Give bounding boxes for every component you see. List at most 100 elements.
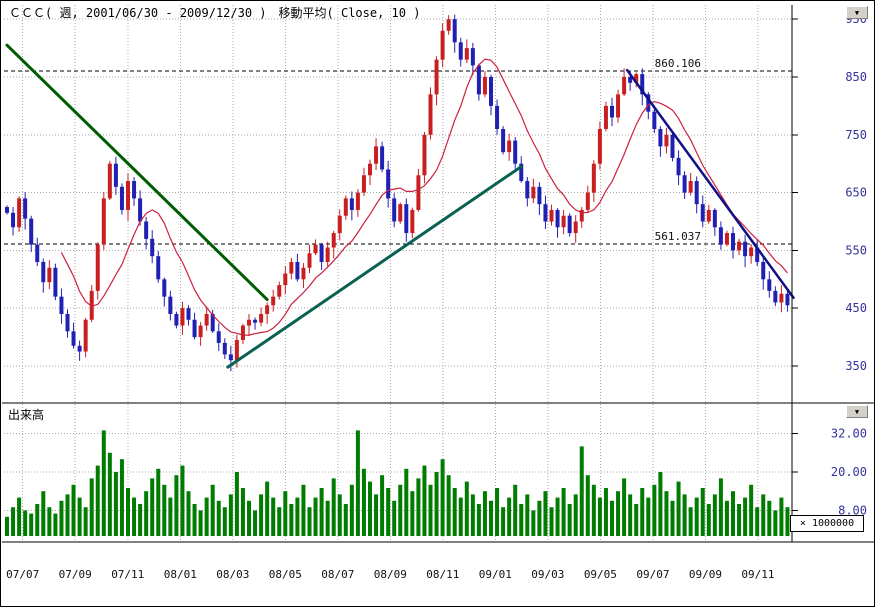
candle-body — [343, 198, 348, 216]
candle-body — [222, 342, 227, 355]
volume-bar — [773, 510, 778, 536]
volume-bar — [198, 510, 203, 536]
volume-axis-label: 20.00 — [831, 465, 867, 479]
volume-bar — [404, 468, 409, 536]
volume-bar — [240, 488, 245, 536]
volume-bar — [23, 510, 28, 536]
volume-bar — [525, 494, 530, 536]
trendline[interactable] — [5, 43, 269, 302]
candle-body — [452, 19, 457, 43]
volume-bar — [597, 497, 602, 536]
volume-bar — [646, 497, 651, 536]
x-axis-label: 09/03 — [531, 568, 564, 581]
volume-bar — [652, 484, 657, 536]
price-axis-label: 850 — [845, 70, 867, 84]
volume-bar — [216, 500, 221, 536]
candle-body — [23, 198, 28, 219]
candle-body — [446, 19, 451, 31]
candle-body — [482, 77, 487, 95]
volume-bar — [640, 488, 645, 536]
candle-body — [271, 296, 276, 306]
volume-bar — [47, 507, 52, 536]
volume-bar — [464, 481, 469, 536]
candle-body — [755, 247, 760, 262]
volume-bar — [168, 497, 173, 536]
volume-bar — [440, 459, 445, 536]
volume-bar — [89, 478, 94, 536]
candle-body — [150, 238, 155, 257]
volume-bar — [543, 491, 548, 536]
volume-bar — [101, 430, 106, 536]
volume-bar — [737, 504, 742, 536]
volume-bar — [718, 478, 723, 536]
volume-bar — [416, 478, 421, 536]
candle-body — [331, 233, 336, 248]
volume-bar — [519, 504, 524, 536]
volume-bar — [349, 484, 354, 536]
candle-body — [368, 163, 372, 176]
price-scale-scroll-button[interactable]: ▼ — [846, 6, 868, 19]
candle-body — [89, 290, 94, 320]
trendline[interactable] — [625, 68, 795, 300]
volume-bar — [204, 497, 209, 536]
volume-bar — [410, 491, 415, 536]
candle-body — [35, 244, 40, 262]
x-axis-label: 09/09 — [689, 568, 722, 581]
volume-scale-scroll-button[interactable]: ▼ — [846, 405, 868, 418]
candle-body — [95, 244, 100, 291]
volume-bar — [664, 491, 669, 536]
candle-body — [779, 293, 784, 303]
trendline[interactable] — [226, 165, 523, 369]
volume-bar — [29, 513, 34, 536]
reference-lines: 860.106 561.037 — [4, 57, 792, 245]
candle-body — [785, 293, 790, 306]
x-axis: 07/07 07/09 07/11 08/01 08/03 08/05 08/07 08/09… — [6, 568, 774, 581]
candle-body — [228, 354, 233, 361]
volume-bar — [53, 513, 58, 536]
candle-body — [549, 209, 554, 222]
reference-line-label: 561.037 — [655, 230, 701, 243]
candle-body — [440, 30, 445, 60]
volume-bar — [126, 488, 130, 536]
volume-bar — [307, 507, 312, 536]
candle-body — [610, 105, 614, 118]
volume-bar — [585, 475, 590, 536]
candle-body — [718, 227, 723, 245]
candle-body — [434, 59, 439, 95]
candle-body — [83, 319, 88, 352]
candle-body — [132, 181, 137, 199]
volume-bar — [779, 497, 784, 536]
volume-bar — [452, 488, 457, 536]
candle-body — [561, 215, 566, 228]
volume-bar — [591, 484, 596, 536]
volume-bar — [35, 504, 40, 536]
volume-bar — [234, 472, 239, 536]
volume-bar — [446, 475, 451, 536]
candle-body — [489, 77, 493, 106]
candle-body — [65, 313, 70, 332]
candles — [5, 14, 790, 372]
volume-bar — [549, 507, 554, 536]
candle-body — [670, 134, 675, 158]
candle-body — [53, 267, 58, 297]
candle-body — [113, 163, 118, 187]
candle-body — [634, 74, 639, 83]
candle-body — [107, 163, 112, 199]
candle-body — [301, 267, 306, 280]
volume-bar — [355, 430, 360, 536]
x-axis-label: 07/07 — [6, 568, 39, 581]
candle-body — [240, 325, 245, 340]
candle-body — [319, 244, 324, 262]
volume-bar — [567, 504, 572, 536]
volume-bar — [265, 481, 270, 536]
candle-body — [404, 204, 409, 234]
price-axis-label: 550 — [845, 243, 867, 257]
candle-body — [138, 198, 143, 222]
candle-body — [71, 331, 76, 346]
x-axis-label: 07/11 — [111, 568, 144, 581]
candle-body — [470, 48, 475, 66]
candle-body — [307, 253, 312, 268]
candle-body — [186, 308, 191, 320]
candle-body — [731, 233, 735, 251]
